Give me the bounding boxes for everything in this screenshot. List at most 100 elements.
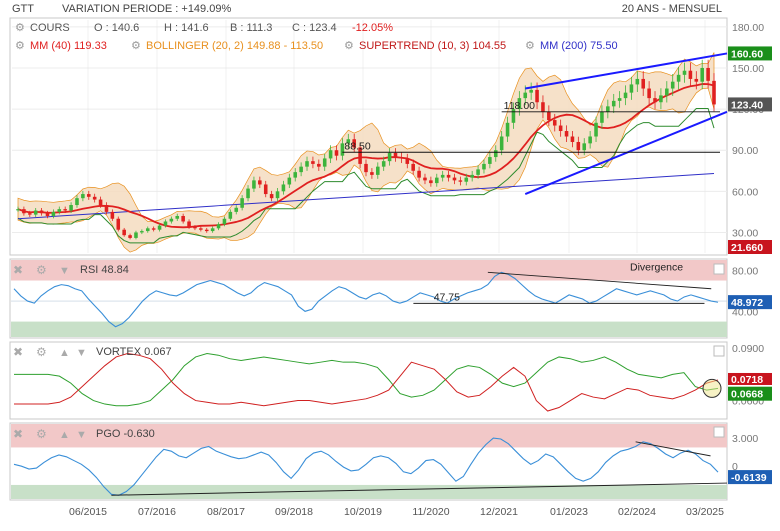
candle-body [488,157,492,164]
candle [529,82,533,100]
candle-body [210,228,215,232]
vortex-minus-tag [728,372,772,385]
arrow-up-icon[interactable]: ▲ [59,347,70,359]
candle-body [352,139,356,148]
overbought-zone [11,424,727,448]
candle-body [452,177,457,181]
arrow-down-icon[interactable]: ▼ [76,347,87,359]
candle [688,62,693,87]
candle-body [134,232,138,238]
rsi-level-label: 47.75 [434,291,460,303]
candle-body [523,92,528,99]
gear-icon[interactable]: ⚙ [36,263,47,277]
x-axis: 06/2015 07/2016 08/2017 09/2018 10/2019 11/20… [69,506,724,518]
candle [287,173,292,189]
pgo-y-axis: 3.000 0-0.6139 [728,433,772,485]
candle-body [629,84,634,93]
candle [346,133,351,149]
candle [328,145,333,164]
candle [423,173,427,185]
x-tick-label: 12/2021 [480,506,518,518]
candle [541,95,545,119]
y-tick-label: 0.0900 [732,343,764,355]
candle [122,227,126,237]
candle [417,166,421,182]
candle [564,125,569,142]
candle-body [670,81,675,89]
candle-body [611,100,616,107]
candle [364,159,368,177]
close-icon[interactable]: ✖ [13,427,23,441]
candle-body [470,174,474,178]
candle-body [434,177,439,184]
candle [57,206,62,215]
candle-body [653,98,657,103]
gear-icon[interactable]: ⚙ [131,40,141,52]
candle [623,85,628,106]
candle-body [399,157,404,159]
candle [482,159,486,174]
vortex-title: VORTEX 0.067 [96,346,172,358]
candle-body [51,211,56,216]
candle [352,133,356,153]
candle [299,162,303,177]
candle [33,207,38,217]
candle-body [45,213,50,216]
gear-icon[interactable]: ⚙ [525,40,535,52]
checkbox-icon[interactable] [713,426,725,438]
gear-icon[interactable]: ⚙ [15,22,25,34]
candle-body [116,218,121,230]
checkbox-icon[interactable] [713,263,725,275]
candle [665,81,669,103]
candle-body [299,166,303,173]
candle-body [240,198,244,208]
gear-icon[interactable]: ⚙ [344,40,354,52]
candle-body [358,147,362,164]
cours-label: COURS [30,22,70,34]
candle-body [423,177,427,181]
pgo-header: ✖ ⚙ ▲ ▼ PGO -0.630 [13,426,725,441]
price-tag [728,97,772,112]
arrow-up-icon[interactable]: ▲ [59,429,70,441]
candle [110,209,115,221]
candle [653,91,657,110]
gear-icon[interactable]: ⚙ [36,427,47,441]
candle [39,207,44,216]
close-icon[interactable]: ✖ [13,263,23,277]
candle [104,202,109,215]
candle [446,170,451,182]
candle [293,168,298,182]
candle-body [370,172,374,175]
candle-body [364,163,368,173]
candle [228,209,233,221]
candle [505,116,510,142]
candle-body [216,224,221,229]
arrow-down-icon[interactable]: ▼ [76,429,87,441]
price-tag-label: 160.60 [731,48,763,60]
channel-lower-line [524,110,728,195]
period-label: 20 ANS - MENSUEL [622,3,722,15]
candle-body [594,122,598,137]
arrow-down-icon[interactable]: ▼ [59,265,70,277]
candle-body [328,150,333,159]
candle [712,73,716,112]
candle-body [564,131,569,137]
checkbox-icon[interactable] [713,345,725,357]
candle-body [187,221,191,227]
y-tick-label: 40.00 [732,306,758,318]
close-icon[interactable]: ✖ [13,345,23,359]
gear-icon[interactable]: ⚙ [15,40,25,52]
candle [28,210,32,217]
candle-body [334,150,339,156]
vortex-plus-line [14,352,719,407]
candle-body [393,152,398,158]
supertrend-line [17,108,715,244]
candle-body [33,210,38,215]
gear-icon[interactable]: ⚙ [36,345,47,359]
vortex-plus-tag [728,386,772,401]
candle [358,142,362,169]
candle [440,170,445,182]
vortex-minus-tag-label: 0.0718 [731,374,763,386]
candle [434,173,439,187]
